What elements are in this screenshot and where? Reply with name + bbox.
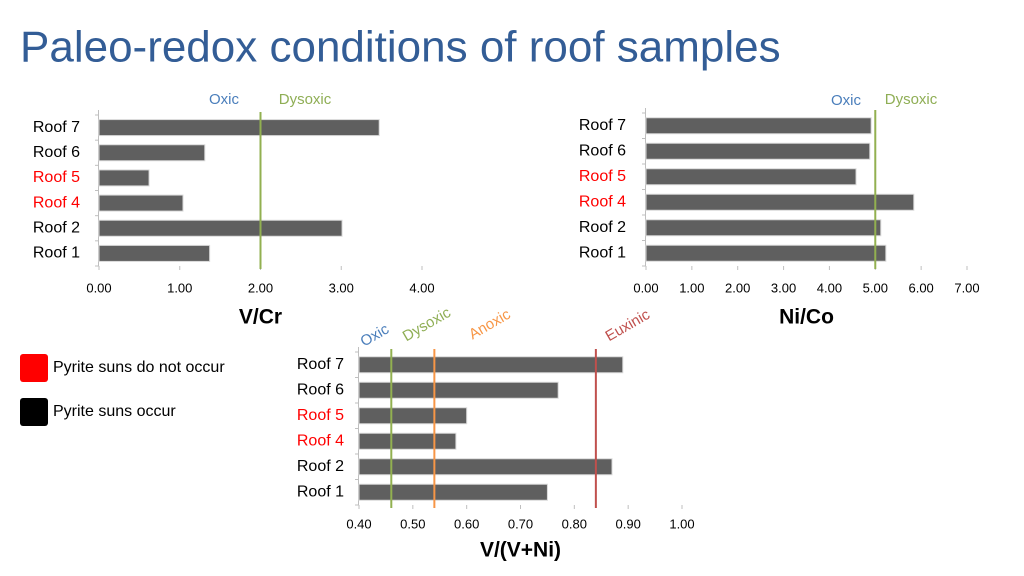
- category-label: Roof 5: [297, 407, 344, 424]
- legend-label: Pyrite suns occur: [53, 403, 176, 420]
- zone-label: Oxic: [831, 92, 862, 109]
- category-label: Roof 1: [297, 483, 344, 500]
- zone-label: Dysoxic: [400, 304, 454, 345]
- category-label: Roof 7: [579, 117, 626, 134]
- x-tick-label: 7.00: [954, 280, 979, 295]
- bar: [98, 119, 380, 137]
- bar: [645, 117, 872, 135]
- x-tick-label: 0.90: [616, 516, 641, 531]
- x-tick-label: 5.00: [863, 280, 888, 295]
- bar: [645, 142, 871, 160]
- x-tick-label: 0.50: [400, 516, 425, 531]
- x-tick-label: 0.60: [454, 516, 479, 531]
- zone-label: Dysoxic: [885, 91, 938, 108]
- x-tick-label: 0.00: [633, 280, 658, 295]
- category-label: Roof 2: [33, 219, 80, 236]
- bar: [645, 168, 857, 186]
- x-tick-label: 1.00: [679, 280, 704, 295]
- category-label: Roof 4: [33, 194, 80, 211]
- x-tick-label: 0.70: [508, 516, 533, 531]
- x-tick-label: 2.00: [248, 280, 273, 295]
- x-tick-label: 1.00: [669, 516, 694, 531]
- bar: [358, 407, 468, 425]
- category-label: Roof 4: [579, 193, 626, 210]
- x-tick-label: 3.00: [329, 280, 354, 295]
- zone-label: Anoxic: [466, 306, 514, 343]
- category-label: Roof 5: [33, 169, 80, 186]
- bar: [358, 458, 613, 476]
- category-label: Roof 4: [297, 432, 344, 449]
- x-tick-label: 6.00: [908, 280, 933, 295]
- x-tick-label: 3.00: [771, 280, 796, 295]
- zone-label: Euxinic: [603, 306, 654, 345]
- bar: [645, 244, 887, 262]
- x-tick-label: 0.40: [346, 516, 371, 531]
- category-label: Roof 2: [297, 458, 344, 475]
- zone-label: Dysoxic: [279, 91, 332, 108]
- x-tick-label: 4.00: [409, 280, 434, 295]
- category-label: Roof 7: [297, 356, 344, 373]
- category-label: Roof 6: [33, 144, 80, 161]
- bar: [358, 432, 457, 450]
- bar: [358, 381, 559, 399]
- x-axis-title: V/Cr: [239, 306, 282, 329]
- category-label: Roof 5: [579, 168, 626, 185]
- category-label: Roof 6: [579, 142, 626, 159]
- bar: [358, 483, 548, 501]
- category-label: Roof 6: [297, 381, 344, 398]
- bar: [98, 169, 150, 187]
- x-tick-label: 4.00: [817, 280, 842, 295]
- bar: [645, 219, 882, 237]
- slide-title: Paleo-redox conditions of roof samples: [20, 23, 781, 72]
- zone-label: Oxic: [209, 91, 240, 108]
- category-label: Roof 2: [579, 219, 626, 236]
- category-label: Roof 1: [33, 245, 80, 262]
- category-label: Roof 7: [33, 119, 80, 136]
- bar: [645, 193, 915, 211]
- x-tick-label: 0.00: [86, 280, 111, 295]
- zone-label: Oxic: [357, 320, 392, 350]
- legend-swatch: [20, 398, 48, 426]
- x-axis-title: Ni/Co: [779, 306, 834, 329]
- bar: [98, 219, 343, 237]
- bar: [98, 144, 206, 162]
- category-label: Roof 1: [579, 244, 626, 261]
- x-tick-label: 1.00: [167, 280, 192, 295]
- legend-label: Pyrite suns do not occur: [53, 359, 225, 376]
- bar: [98, 244, 211, 262]
- x-axis-title: V/(V+Ni): [480, 539, 561, 562]
- bar: [98, 194, 184, 212]
- legend-swatch: [20, 354, 48, 382]
- x-tick-label: 2.00: [725, 280, 750, 295]
- bar: [358, 356, 624, 374]
- x-tick-label: 0.80: [562, 516, 587, 531]
